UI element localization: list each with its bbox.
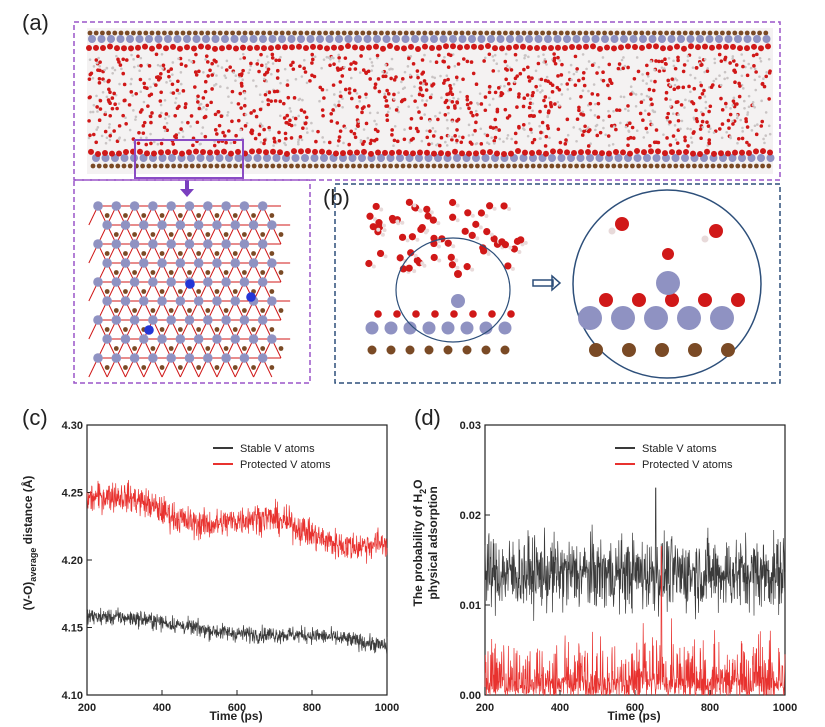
panel-label-b: (b): [323, 185, 350, 210]
bottom-slab: [88, 148, 775, 169]
x-tick-label: 600: [626, 702, 644, 714]
y-tick-label: 0.00: [460, 690, 481, 702]
chart-d: 200 400 600 800 1000 0.00 0.01 0.02 0.03 Stable …: [411, 420, 797, 723]
side-view-left: [365, 198, 528, 355]
x-tick-label: 1000: [773, 702, 797, 714]
series-protected: [86, 479, 388, 564]
selection-box: [134, 139, 244, 179]
panel-label-d: (d): [414, 405, 441, 430]
chart-c-xlabel: Time (ps): [209, 709, 262, 723]
y-tick-label: 0.01: [460, 600, 481, 612]
x-tick-label: 600: [228, 702, 246, 714]
y-tick-label: 4.25: [62, 488, 83, 500]
water-region: [87, 52, 772, 148]
panel-label-a: (a): [22, 10, 49, 35]
series-protected: [484, 546, 786, 697]
chart-d-legend-stable: Stable V atoms: [642, 443, 717, 455]
x-tick-label: 400: [551, 702, 569, 714]
chart-c-legend-protected: Protected V atoms: [240, 459, 331, 471]
arrow-down-icon: [180, 180, 194, 197]
chart-d-ylabel-2: physical adsorption: [426, 486, 440, 599]
x-tick-label: 1000: [375, 702, 399, 714]
x-tick-label: 800: [303, 702, 321, 714]
top-view-lattice: [88, 201, 291, 378]
chart-d-xlabel: Time (ps): [607, 709, 660, 723]
panel-label-c: (c): [22, 405, 48, 430]
y-tick-label: 4.15: [62, 623, 83, 635]
chart-d-legend: Stable V atoms Protected V atoms: [615, 443, 733, 471]
y-tick-label: 0.02: [460, 510, 481, 522]
chart-d-legend-protected: Protected V atoms: [642, 459, 733, 471]
chart-d-ylabel-1: The probability of H2O: [411, 479, 428, 606]
y-tick-label: 0.03: [460, 420, 481, 432]
arrow-right-icon: [532, 274, 562, 292]
x-tick-label: 200: [476, 702, 494, 714]
side-view-zoom: [572, 189, 762, 379]
y-tick-label: 4.30: [62, 420, 83, 432]
x-tick-label: 800: [701, 702, 719, 714]
x-tick-label: 200: [78, 702, 96, 714]
x-tick-label: 400: [153, 702, 171, 714]
top-slab: [86, 30, 771, 52]
y-tick-label: 4.20: [62, 555, 83, 567]
series-stable: [86, 607, 388, 654]
series-stable: [484, 487, 786, 621]
chart-c-ylabel: (V-O)average distance (Å): [20, 476, 38, 611]
chart-c: 200 400 600 800 1000 4.10 4.15 4.20 4.25 4.30 Sta…: [20, 420, 399, 723]
md-simulation-box: [73, 21, 781, 384]
chart-c-legend: Stable V atoms Protected V atoms: [213, 443, 331, 471]
chart-c-legend-stable: Stable V atoms: [240, 443, 315, 455]
y-tick-label: 4.10: [62, 690, 83, 702]
